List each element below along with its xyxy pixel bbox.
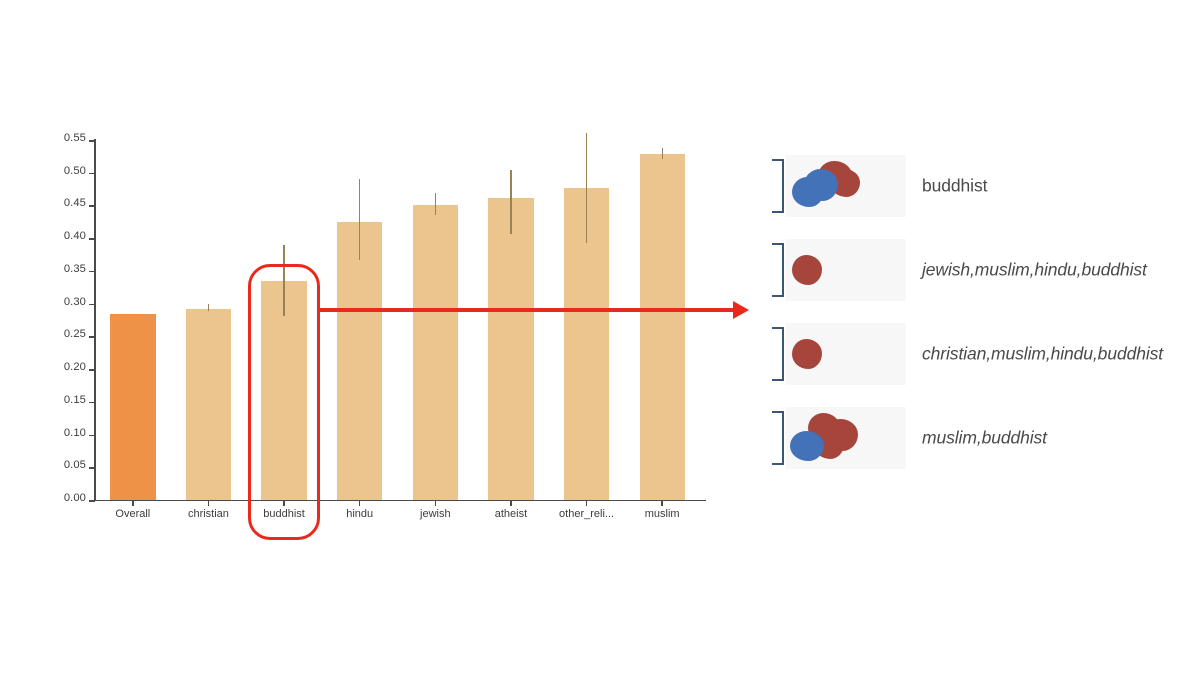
- y-tick-mark: [89, 140, 95, 142]
- error-bar: [207, 303, 210, 312]
- legend-item[interactable]: muslim,buddhist: [772, 407, 1192, 469]
- concept-thumbnail: [786, 239, 906, 301]
- x-tick-label: christian: [187, 508, 229, 520]
- blob-blue-icon: [790, 431, 824, 461]
- x-axis-line: [94, 499, 706, 502]
- error-bar: [283, 245, 285, 317]
- y-tick-mark: [89, 500, 95, 502]
- y-tick-mark: [89, 303, 95, 306]
- blob-red-icon: [792, 255, 822, 285]
- y-tick-mark: [89, 369, 95, 371]
- y-tick-mark: [89, 336, 95, 338]
- bracket-icon: [772, 159, 784, 213]
- legend-item-label: muslim,buddhist: [922, 427, 1047, 448]
- x-tick-mark: [510, 500, 512, 506]
- y-tick-label: 0.40: [63, 230, 86, 243]
- x-tick-mark: [358, 500, 361, 506]
- y-tick-label: 0.15: [63, 393, 86, 406]
- bracket-icon: [772, 243, 784, 297]
- y-tick-label: 0.35: [63, 262, 86, 275]
- bracket-icon: [772, 327, 784, 381]
- y-axis-line: [94, 139, 96, 501]
- y-tick-mark: [89, 401, 95, 404]
- y-tick-label: 0.05: [63, 459, 86, 472]
- y-tick-label: 0.55: [63, 132, 86, 144]
- annotation-arrow-head: [733, 300, 749, 319]
- error-bar: [434, 193, 436, 215]
- bracket-icon: [772, 411, 784, 465]
- bar-christian: [185, 308, 232, 500]
- y-tick-mark: [89, 434, 95, 437]
- x-tick-mark: [132, 500, 134, 506]
- y-tick-mark: [89, 238, 95, 240]
- bar-jewish: [412, 204, 458, 500]
- bar-overall: [110, 314, 156, 500]
- x-tick-mark: [207, 500, 210, 506]
- y-tick-label: 0.00: [63, 492, 86, 504]
- x-tick-label: atheist: [494, 508, 528, 520]
- x-tick-mark: [434, 500, 437, 506]
- error-bar: [585, 133, 588, 243]
- bar-chart-panel: 0.00 0.05 0.10 0.15 0.20 0.25 0.30 0.35 0.40 0.45…: [64, 132, 749, 540]
- y-tick-mark: [89, 467, 95, 469]
- error-bar: [359, 179, 361, 261]
- annotation-arrow-line: [319, 308, 733, 312]
- bar-buddhist: [261, 281, 307, 500]
- x-tick-mark: [585, 500, 588, 506]
- concept-thumbnail: [786, 407, 906, 469]
- concept-legend-panel: buddhist jewish,muslim,hindu,buddhist chri…: [772, 155, 1192, 491]
- x-tick-label: Overall: [115, 508, 151, 520]
- legend-item[interactable]: christian,muslim,hindu,buddhist: [772, 323, 1192, 385]
- x-tick-label: other_reli...: [559, 508, 615, 520]
- error-bar: [661, 147, 663, 159]
- bar-muslim: [639, 154, 685, 500]
- x-tick-mark: [661, 500, 663, 506]
- legend-item[interactable]: buddhist: [772, 155, 1192, 217]
- x-tick-label: hindu: [346, 508, 374, 520]
- legend-item-label: christian,muslim,hindu,buddhist: [922, 343, 1164, 364]
- blob-red-icon: [792, 339, 822, 369]
- concept-thumbnail: [786, 323, 906, 385]
- y-tick-label: 0.25: [63, 328, 86, 341]
- x-tick-label: buddhist: [263, 508, 305, 520]
- x-tick-label: muslim: [644, 508, 680, 520]
- concept-thumbnail: [786, 155, 906, 217]
- x-tick-label: jewish: [420, 508, 451, 520]
- y-tick-mark: [89, 270, 95, 273]
- x-tick-mark: [283, 500, 285, 506]
- error-bar: [510, 170, 512, 234]
- y-tick-label: 0.10: [63, 426, 86, 439]
- y-tick-mark: [89, 205, 95, 207]
- y-tick-label: 0.30: [63, 295, 86, 308]
- plot-area: 0.00 0.05 0.10 0.15 0.20 0.25 0.30 0.35 0.40 0.45…: [64, 132, 700, 520]
- legend-item-label: buddhist: [922, 175, 988, 196]
- bar-atheist: [488, 197, 534, 500]
- legend-item[interactable]: jewish,muslim,hindu,buddhist: [772, 239, 1192, 301]
- y-tick-label: 0.45: [63, 197, 86, 210]
- blob-blue-icon: [804, 169, 838, 201]
- bar-hindu: [337, 222, 383, 500]
- y-tick-label: 0.50: [63, 164, 86, 177]
- y-tick-label: 0.20: [63, 361, 86, 374]
- legend-item-label: jewish,muslim,hindu,buddhist: [922, 259, 1147, 280]
- y-tick-mark: [89, 172, 95, 175]
